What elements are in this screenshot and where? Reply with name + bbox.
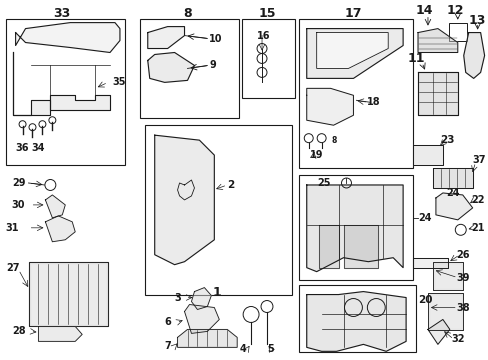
- Polygon shape: [29, 263, 107, 325]
- Text: 15: 15: [258, 7, 275, 20]
- Text: 23: 23: [440, 135, 454, 145]
- Text: 29: 29: [12, 178, 25, 188]
- Text: 4: 4: [239, 345, 246, 354]
- Text: 36: 36: [16, 143, 29, 153]
- Text: 3: 3: [174, 293, 181, 302]
- Text: 22: 22: [470, 195, 484, 205]
- Text: 38: 38: [455, 302, 468, 312]
- Text: 12: 12: [446, 4, 464, 17]
- Text: 37: 37: [471, 155, 485, 165]
- Text: 21: 21: [470, 223, 484, 233]
- Bar: [242, 19, 294, 98]
- Polygon shape: [184, 305, 219, 333]
- Text: 33: 33: [54, 7, 71, 20]
- Text: 26: 26: [455, 250, 468, 260]
- Text: 11: 11: [407, 52, 424, 65]
- Text: 32: 32: [450, 334, 464, 345]
- Text: 8: 8: [183, 7, 191, 20]
- Polygon shape: [433, 263, 461, 289]
- Text: 34: 34: [32, 143, 45, 153]
- Polygon shape: [306, 88, 353, 125]
- Text: 8: 8: [331, 136, 337, 145]
- Bar: [298, 19, 412, 168]
- Text: 16: 16: [257, 31, 270, 41]
- Text: 17: 17: [344, 7, 362, 20]
- Bar: [298, 175, 412, 280]
- Text: 5: 5: [267, 345, 274, 354]
- Polygon shape: [316, 32, 387, 68]
- Polygon shape: [427, 319, 449, 345]
- Polygon shape: [417, 72, 457, 115]
- Text: 24: 24: [445, 188, 458, 198]
- Polygon shape: [306, 28, 402, 78]
- Text: 39: 39: [455, 273, 468, 283]
- Polygon shape: [45, 216, 75, 242]
- Polygon shape: [147, 27, 184, 49]
- Text: 1: 1: [212, 286, 221, 299]
- Polygon shape: [435, 193, 472, 220]
- Bar: [6, 19, 124, 165]
- Bar: [427, 293, 462, 330]
- Polygon shape: [177, 329, 237, 347]
- Text: 31: 31: [6, 223, 20, 233]
- Bar: [448, 23, 466, 41]
- Polygon shape: [306, 185, 402, 272]
- Text: 27: 27: [6, 263, 20, 273]
- Text: 19: 19: [309, 150, 323, 160]
- Bar: [298, 285, 415, 352]
- Polygon shape: [191, 288, 211, 310]
- Polygon shape: [16, 23, 120, 53]
- Polygon shape: [147, 53, 194, 82]
- Polygon shape: [343, 225, 378, 268]
- Text: 28: 28: [12, 327, 25, 336]
- Polygon shape: [154, 135, 214, 265]
- Polygon shape: [318, 225, 338, 268]
- Text: 6: 6: [164, 318, 171, 328]
- Text: 20: 20: [417, 294, 432, 305]
- Text: 9: 9: [209, 60, 216, 71]
- Polygon shape: [45, 195, 65, 218]
- Text: 18: 18: [366, 97, 379, 107]
- Text: 35: 35: [112, 77, 125, 87]
- Bar: [28, 262, 108, 327]
- Polygon shape: [428, 293, 461, 329]
- Polygon shape: [412, 145, 442, 165]
- Polygon shape: [417, 28, 457, 53]
- Polygon shape: [13, 53, 110, 115]
- Text: 10: 10: [209, 33, 223, 44]
- Text: 2: 2: [227, 180, 234, 190]
- Bar: [144, 125, 291, 294]
- Text: 14: 14: [414, 4, 432, 17]
- Text: 30: 30: [12, 200, 25, 210]
- Bar: [140, 19, 239, 118]
- Polygon shape: [412, 258, 447, 268]
- Polygon shape: [39, 327, 82, 341]
- Text: 25: 25: [316, 178, 330, 188]
- Text: 24: 24: [417, 213, 430, 223]
- Text: 13: 13: [468, 14, 486, 27]
- Bar: [432, 262, 462, 289]
- Polygon shape: [306, 292, 405, 351]
- Polygon shape: [432, 168, 472, 188]
- Polygon shape: [463, 32, 484, 78]
- Text: 7: 7: [164, 341, 171, 351]
